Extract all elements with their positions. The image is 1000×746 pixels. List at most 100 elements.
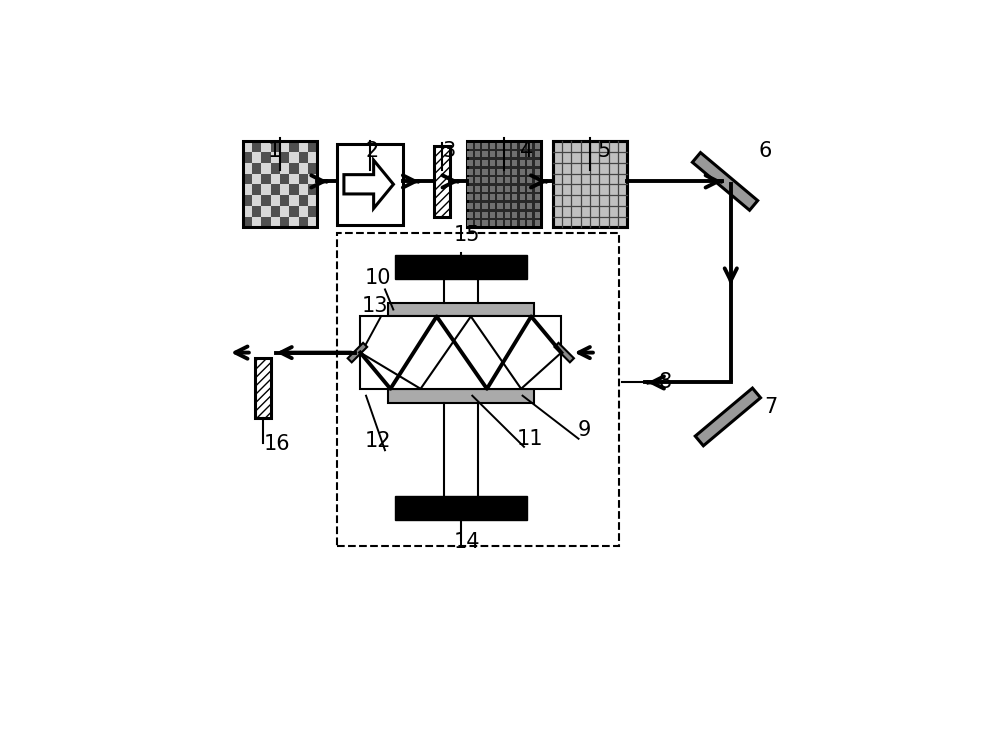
Bar [271, 216, 280, 228]
Bar [553, 141, 627, 228]
Bar [520, 151, 525, 157]
Bar [512, 169, 517, 175]
Bar [261, 184, 271, 195]
Bar [535, 212, 540, 218]
Bar [490, 220, 495, 226]
Bar [505, 220, 510, 226]
Bar [243, 152, 252, 163]
Bar [527, 195, 532, 201]
Bar [505, 212, 510, 218]
Bar [261, 195, 271, 206]
Bar [280, 206, 289, 216]
Bar [243, 216, 252, 228]
Bar [497, 186, 503, 192]
Bar [360, 316, 561, 389]
Bar [475, 151, 480, 157]
Bar [512, 195, 517, 201]
Bar [252, 206, 261, 216]
Bar [475, 178, 480, 184]
Bar [553, 141, 627, 228]
Text: 5: 5 [598, 141, 611, 161]
Bar [520, 160, 525, 166]
Bar [434, 145, 450, 217]
Bar [505, 169, 510, 175]
Bar [299, 141, 308, 152]
Bar [467, 178, 473, 184]
Bar [505, 178, 510, 184]
Bar [505, 142, 510, 148]
Bar [467, 169, 473, 175]
Bar [289, 184, 299, 195]
Bar [289, 216, 299, 228]
Bar [271, 174, 280, 184]
Text: 4: 4 [520, 141, 533, 161]
Bar [337, 144, 403, 225]
Bar [261, 152, 271, 163]
Bar [482, 195, 488, 201]
Bar [520, 178, 525, 184]
Bar [482, 220, 488, 226]
Bar [527, 151, 532, 157]
Bar [482, 151, 488, 157]
Bar [289, 174, 299, 184]
Bar [482, 160, 488, 166]
Bar [299, 152, 308, 163]
Bar [520, 142, 525, 148]
Text: 9: 9 [578, 420, 591, 440]
Bar [505, 195, 510, 201]
Bar [243, 163, 252, 174]
Bar [252, 184, 261, 195]
Bar [289, 195, 299, 206]
Bar [261, 141, 271, 152]
Bar [497, 203, 503, 209]
Bar [512, 151, 517, 157]
Bar [467, 186, 473, 192]
Bar [395, 496, 527, 521]
Bar [512, 212, 517, 218]
Text: 13: 13 [361, 296, 388, 316]
Bar [497, 151, 503, 157]
Bar [527, 169, 532, 175]
Bar [299, 216, 308, 228]
Bar [388, 303, 534, 316]
Bar [261, 174, 271, 184]
Bar [475, 212, 480, 218]
Bar [467, 195, 473, 201]
Bar [527, 212, 532, 218]
Bar [512, 186, 517, 192]
Bar [243, 195, 252, 206]
Bar [505, 151, 510, 157]
Bar [289, 163, 299, 174]
Bar [308, 163, 317, 174]
Bar [497, 212, 503, 218]
Bar [299, 206, 308, 216]
Bar [467, 160, 473, 166]
Bar [271, 195, 280, 206]
Bar [520, 220, 525, 226]
Bar [252, 141, 261, 152]
Bar [434, 145, 450, 217]
Bar [280, 184, 289, 195]
Bar [497, 178, 503, 184]
Text: 8: 8 [659, 372, 672, 392]
Bar [512, 160, 517, 166]
Bar [475, 220, 480, 226]
Bar [308, 216, 317, 228]
Bar [261, 163, 271, 174]
Bar [280, 141, 289, 152]
Bar [467, 151, 473, 157]
Bar [271, 141, 280, 152]
Bar [280, 216, 289, 228]
Bar [467, 220, 473, 226]
Bar [497, 142, 503, 148]
Polygon shape [554, 343, 574, 363]
Bar [308, 174, 317, 184]
Bar [308, 152, 317, 163]
Bar [520, 195, 525, 201]
Bar [512, 203, 517, 209]
Text: 2: 2 [365, 141, 378, 161]
Bar [299, 163, 308, 174]
Polygon shape [695, 388, 761, 446]
Bar [337, 233, 619, 546]
Text: 12: 12 [364, 431, 391, 451]
